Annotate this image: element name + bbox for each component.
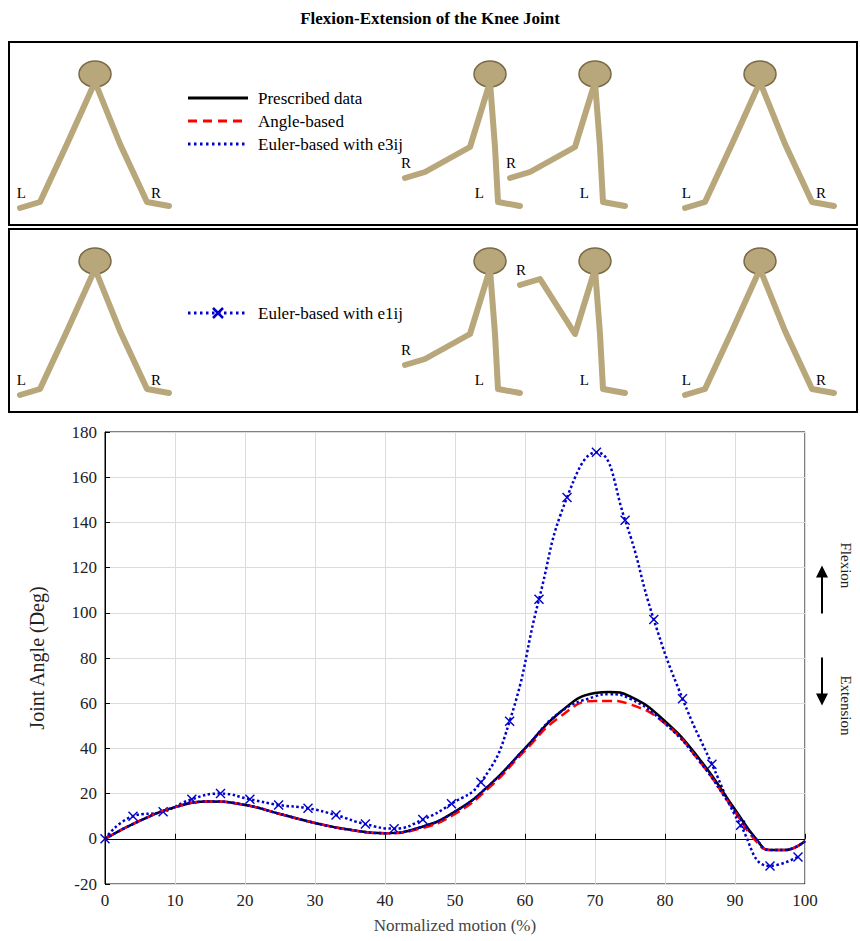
- svg-text:50: 50: [447, 891, 464, 910]
- svg-text:L: L: [580, 185, 589, 201]
- svg-text:0: 0: [101, 891, 110, 910]
- svg-text:80: 80: [657, 891, 674, 910]
- svg-text:R: R: [151, 372, 161, 388]
- svg-text:R: R: [506, 155, 516, 171]
- svg-text:100: 100: [72, 603, 98, 622]
- svg-text:120: 120: [72, 558, 98, 577]
- svg-text:140: 140: [72, 513, 98, 532]
- svg-text:Flexion-Extension of the Knee: Flexion-Extension of the Knee Joint: [300, 9, 560, 28]
- svg-text:L: L: [475, 185, 484, 201]
- svg-text:Euler-based with e1ij: Euler-based with e1ij: [258, 304, 403, 323]
- svg-text:80: 80: [80, 649, 97, 668]
- svg-text:R: R: [401, 155, 411, 171]
- svg-text:L: L: [682, 372, 691, 388]
- svg-text:Extension: Extension: [838, 675, 854, 735]
- svg-text:Normalized motion (%): Normalized motion (%): [374, 916, 536, 935]
- svg-text:160: 160: [72, 468, 98, 487]
- svg-text:40: 40: [377, 891, 394, 910]
- svg-text:90: 90: [727, 891, 744, 910]
- svg-text:30: 30: [307, 891, 324, 910]
- svg-text:Prescribed data: Prescribed data: [258, 89, 363, 108]
- svg-text:R: R: [401, 342, 411, 358]
- svg-text:100: 100: [792, 891, 818, 910]
- svg-text:20: 20: [237, 891, 254, 910]
- svg-text:L: L: [580, 372, 589, 388]
- svg-text:L: L: [17, 185, 26, 201]
- svg-text:60: 60: [517, 891, 534, 910]
- svg-text:20: 20: [80, 784, 97, 803]
- svg-text:R: R: [816, 372, 826, 388]
- svg-text:Joint Angle (Deg): Joint Angle (Deg): [26, 586, 49, 729]
- svg-text:180: 180: [72, 423, 98, 442]
- svg-text:-20: -20: [74, 875, 97, 894]
- svg-text:10: 10: [167, 891, 184, 910]
- svg-text:40: 40: [80, 739, 97, 758]
- svg-text:R: R: [151, 185, 161, 201]
- svg-text:L: L: [682, 185, 691, 201]
- svg-text:R: R: [516, 262, 526, 278]
- svg-text:0: 0: [89, 829, 98, 848]
- svg-text:Euler-based with e3ij: Euler-based with e3ij: [258, 135, 403, 154]
- svg-text:L: L: [475, 372, 484, 388]
- svg-text:70: 70: [587, 891, 604, 910]
- svg-text:L: L: [17, 372, 26, 388]
- svg-text:Flexion: Flexion: [838, 542, 854, 588]
- svg-text:60: 60: [80, 694, 97, 713]
- svg-text:Angle-based: Angle-based: [258, 112, 344, 131]
- svg-text:R: R: [816, 185, 826, 201]
